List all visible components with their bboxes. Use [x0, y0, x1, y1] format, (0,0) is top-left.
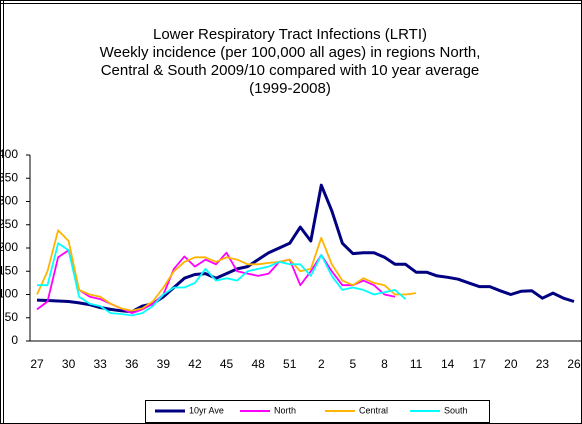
chart-title: Lower Respiratory Tract Infections (LRTI… — [153, 26, 427, 43]
chart-title: Central & South 2009/10 compared with 10… — [101, 62, 480, 79]
x-tick-label: 2 — [318, 357, 325, 371]
y-tick-label: 200 — [0, 240, 18, 254]
x-tick-label: 51 — [283, 357, 297, 371]
line-series — [36, 229, 417, 312]
x-tick-label: 14 — [441, 357, 455, 371]
x-tick-label: 45 — [220, 357, 234, 371]
x-tick-label: 27 — [30, 357, 44, 371]
y-tick-label: 350 — [0, 170, 18, 184]
x-tick-label: 11 — [410, 357, 423, 371]
y-tick-label: 150 — [0, 263, 18, 277]
y-tick-label: 0 — [11, 333, 18, 347]
x-tick-label: 20 — [504, 357, 518, 371]
x-tick-label: 23 — [536, 357, 550, 371]
chart-title: Weekly incidence (per 100,000 all ages) … — [100, 44, 481, 61]
y-tick-label: 400 — [0, 147, 18, 161]
x-tick-label: 42 — [188, 357, 202, 371]
y-tick-label: 250 — [0, 217, 18, 231]
x-tick-label: 30 — [62, 357, 76, 371]
legend-label: North — [274, 405, 296, 415]
x-tick-label: 26 — [567, 357, 581, 371]
y-tick-label: 50 — [5, 310, 19, 324]
legend-label: South — [444, 405, 468, 415]
chart-title: (1999-2008) — [249, 80, 331, 97]
line-series — [36, 249, 396, 314]
legend-label: 10yr Ave — [189, 405, 224, 415]
y-tick-label: 100 — [0, 287, 18, 301]
x-tick-label: 5 — [350, 357, 357, 371]
x-tick-label: 36 — [125, 357, 139, 371]
x-tick-label: 48 — [251, 357, 265, 371]
x-tick-label: 8 — [381, 357, 388, 371]
line-series — [36, 183, 575, 314]
x-tick-label: 39 — [157, 357, 171, 371]
legend — [145, 400, 490, 423]
x-tick-label: 17 — [473, 357, 487, 371]
line-series — [37, 242, 407, 317]
y-tick-label: 300 — [0, 194, 18, 208]
legend-label: Central — [359, 405, 388, 415]
x-tick-label: 33 — [94, 357, 108, 371]
